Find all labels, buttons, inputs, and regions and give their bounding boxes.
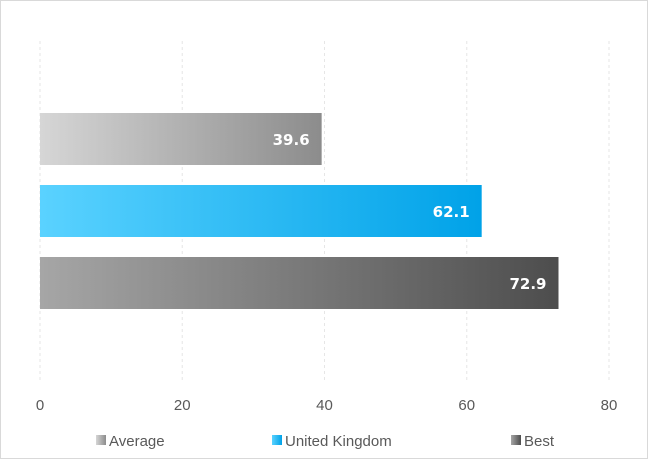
x-tick-label-40: 40 (316, 397, 333, 414)
legend-swatch-united-kingdom (272, 435, 282, 445)
legend-swatch-average (96, 435, 106, 445)
x-tick-label-60: 60 (458, 397, 475, 414)
legend: Average United Kingdom Best (96, 433, 555, 450)
legend-label-average: Average (109, 433, 165, 450)
data-label-average: 39.6 (273, 131, 310, 149)
legend-label-best: Best (524, 433, 555, 450)
data-label-united-kingdom: 62.1 (433, 203, 470, 221)
x-tick-label-20: 20 (174, 397, 191, 414)
bar-best (40, 257, 559, 309)
legend-swatch-best (511, 435, 521, 445)
x-tick-label-80: 80 (601, 397, 618, 414)
x-axis-ticks: 0 20 40 60 80 (36, 397, 618, 414)
legend-label-united-kingdom: United Kingdom (285, 433, 392, 450)
x-tick-label-0: 0 (36, 397, 44, 414)
data-label-best: 72.9 (509, 275, 546, 293)
bar-united-kingdom (40, 185, 482, 237)
